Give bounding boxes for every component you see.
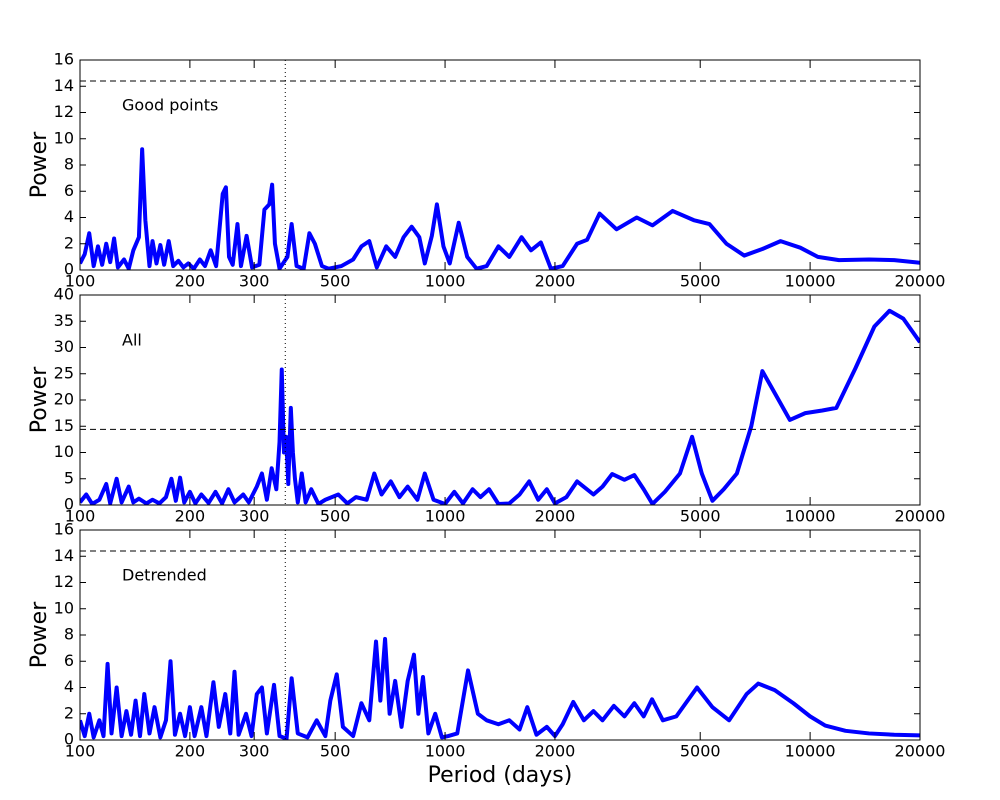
x-tick-label: 200 — [175, 742, 206, 761]
y-tick-label: 12 — [54, 572, 74, 591]
y-tick-label: 8 — [64, 625, 74, 644]
x-tick-label: 100 — [65, 742, 96, 761]
y-tick-label: 0 — [64, 260, 74, 279]
axes-frame — [79, 294, 921, 506]
x-tick-label: 500 — [320, 272, 351, 291]
y-tick-label: 25 — [54, 363, 74, 382]
subplot: 0 2 4 6 8 10 12 14 16 100 200 300 500 1000 2000 5000 100… — [27, 50, 945, 291]
y-tick-label: 30 — [54, 337, 74, 356]
y-axis-label: Power — [27, 601, 52, 668]
y-tick-label: 10 — [54, 128, 74, 147]
x-tick-label: 1000 — [425, 272, 466, 291]
x-tick-label: 300 — [239, 272, 270, 291]
x-tick-label: 10000 — [785, 507, 836, 526]
y-tick-label: 35 — [54, 311, 74, 330]
y-tick-label: 14 — [54, 546, 74, 565]
y-tick-label: 4 — [64, 207, 74, 226]
x-tick-label: 300 — [239, 742, 270, 761]
x-tick-label: 2000 — [535, 507, 576, 526]
axes-frame — [79, 59, 921, 271]
subplot: 0 5 10 15 20 25 30 35 40 100 200 300 500 1000 2000 5000… — [27, 285, 945, 526]
y-tick-label: 2 — [64, 233, 74, 252]
annotation: All — [122, 331, 142, 350]
x-tick-label: 10000 — [785, 742, 836, 761]
x-tick-label: 100 — [65, 507, 96, 526]
x-tick-label: 20000 — [895, 507, 946, 526]
y-tick-label: 8 — [64, 155, 74, 174]
y-tick-label: 16 — [54, 520, 74, 539]
x-tick-label: 1000 — [425, 742, 466, 761]
y-tick-label: 15 — [54, 416, 74, 435]
x-tick-label: 2000 — [535, 272, 576, 291]
x-tick-label: 500 — [320, 742, 351, 761]
y-tick-label: 12 — [54, 102, 74, 121]
y-tick-label: 20 — [54, 390, 74, 409]
y-tick-label: 14 — [54, 76, 74, 95]
y-axis-label: Power — [27, 131, 52, 198]
x-tick-label: 5000 — [680, 507, 721, 526]
y-tick-label: 2 — [64, 703, 74, 722]
y-tick-label: 5 — [64, 468, 74, 487]
x-tick-label: 300 — [239, 507, 270, 526]
x-tick-label: 200 — [175, 507, 206, 526]
x-tick-label: 20000 — [895, 742, 946, 761]
subplot: 0 2 4 6 8 10 12 14 16 100 200 300 500 1000 2000 5000 100… — [27, 520, 945, 789]
x-tick-label: 200 — [175, 272, 206, 291]
y-tick-label: 6 — [64, 181, 74, 200]
x-tick-label: 2000 — [535, 742, 576, 761]
x-tick-label: 100 — [65, 272, 96, 291]
data-line — [80, 636, 920, 740]
y-tick-label: 16 — [54, 50, 74, 69]
x-tick-label: 5000 — [680, 742, 721, 761]
annotation: Detrended — [122, 566, 207, 585]
x-tick-label: 1000 — [425, 507, 466, 526]
x-tick-label: 20000 — [895, 272, 946, 291]
axes-frame — [79, 529, 921, 741]
x-tick-label: 500 — [320, 507, 351, 526]
y-tick-label: 4 — [64, 677, 74, 696]
annotation: Good points — [122, 96, 218, 115]
x-tick-label: 5000 — [680, 272, 721, 291]
y-tick-label: 40 — [54, 285, 74, 304]
y-tick-label: 0 — [64, 730, 74, 749]
data-line — [80, 147, 920, 270]
x-axis-label: Period (days) — [428, 763, 573, 788]
y-axis-label: Power — [27, 366, 52, 433]
y-tick-label: 10 — [54, 598, 74, 617]
y-tick-label: 0 — [64, 495, 74, 514]
y-tick-label: 6 — [64, 651, 74, 670]
data-line — [80, 308, 920, 505]
x-tick-label: 10000 — [785, 272, 836, 291]
y-tick-label: 10 — [54, 442, 74, 461]
